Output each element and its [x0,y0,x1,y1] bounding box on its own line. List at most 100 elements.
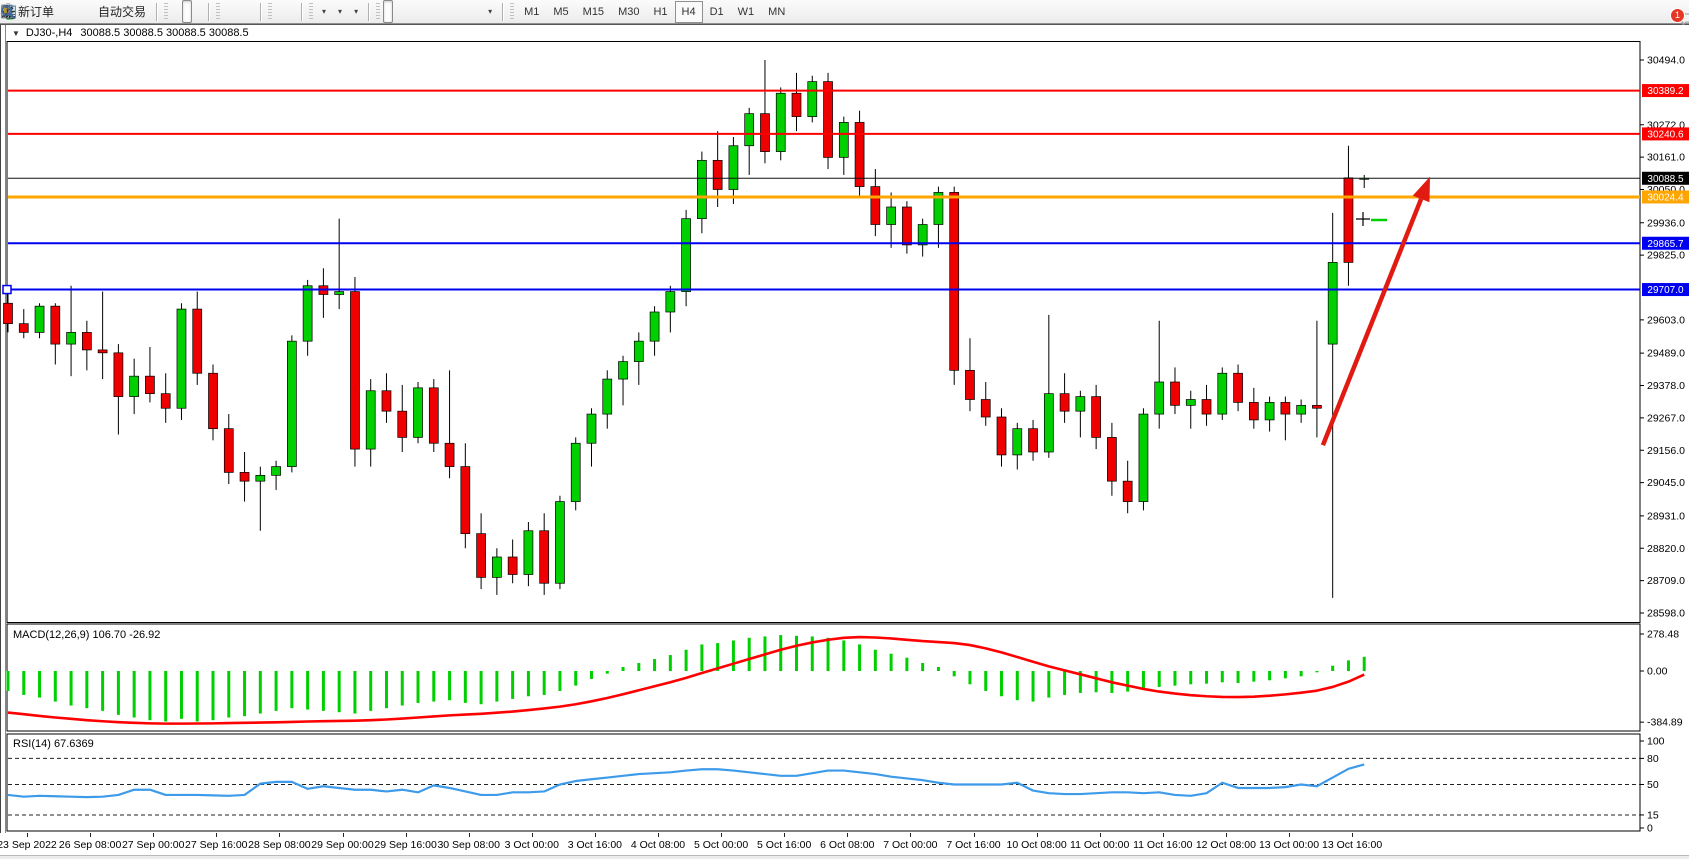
price-badge-label: 30088.5 [1647,174,1684,185]
rsi-scale-label: 100 [1647,736,1665,748]
price-tick-label: 30494.0 [1647,55,1685,67]
bar-chart-button[interactable] [1,0,181,23]
zoom-out-button[interactable] [1,0,244,23]
time-label: 23 Sep 2022 [0,839,57,851]
time-tick [1289,833,1290,837]
cursor-button[interactable] [5,0,394,23]
time-label: 11 Oct 16:00 [1133,839,1193,851]
candle-body [1075,396,1086,412]
periods-button[interactable]: ▾ [1,0,347,23]
candle-body [1122,480,1133,502]
hline-handle[interactable] [2,284,12,295]
arrows-button[interactable]: ▾ [2,0,497,23]
price-tick-label: 29045.0 [1647,477,1685,489]
auto-trading-button[interactable]: 自动交易 [1,0,151,23]
time-label: 10 Oct 08:00 [1006,839,1067,851]
candle-body [81,332,92,351]
text-label-button[interactable]: T [1,0,481,23]
svg-text:A: A [3,4,12,19]
equidistant-channel-button[interactable]: E [0,0,448,23]
candle-body [444,442,455,467]
candle-body [1280,402,1291,415]
periods-caret-icon: ▾ [338,7,343,16]
time-tick [1352,833,1354,837]
timeframe-button-M5[interactable]: M5 [553,5,569,18]
time-tick [531,833,533,837]
tile-windows-button[interactable] [1,0,255,23]
price-badge [1642,283,1689,297]
rsi-scale-label: 50 [1647,779,1659,791]
rsi-scale-label: 0 [1647,823,1653,834]
price-badge-label: 30389.2 [1647,86,1684,97]
rsi-indicator-pane[interactable]: RSI(14) 67.6369 100 80 50 15 0 [0,733,1689,833]
search-icon[interactable] [0,4,16,20]
time-axis[interactable]: 23 Sep 2022 26 Sep 08:00 27 Sep 00:00 27 Se… [0,833,1689,859]
auto-scroll-button[interactable] [1,0,285,23]
time-tick [910,833,912,837]
window-left-edge [0,25,1,853]
price-tick-label: 28598.0 [1647,608,1685,620]
macd-label: MACD(12,26,9) 106.70 -26.92 [13,629,160,641]
macd-scale-label: -384.89 [1647,717,1683,729]
text-icon: A [3,4,12,19]
chart-shift-button[interactable] [1,0,296,23]
candle-body [1185,399,1196,406]
candle-body [113,352,124,397]
candle-body [823,81,833,158]
horizontal-line-button[interactable] [1,0,426,23]
candle-body [208,372,218,430]
timeframe-button-M1[interactable]: M1 [524,5,540,18]
indicators-button[interactable]: ▾ [1,0,331,23]
candle-body [1327,262,1338,345]
trend-arrow-line[interactable] [1320,198,1424,447]
candle-body [1091,396,1101,438]
templates-button[interactable]: ▾ [1,0,363,23]
candle-body [775,92,786,152]
fibonacci-button[interactable]: F [1,0,459,23]
candle-body [523,530,534,575]
timeframe-button-D1[interactable]: D1 [709,5,724,18]
candle-body [1170,381,1180,406]
candle-body [129,375,140,397]
timeframe-button-H4[interactable]: H4 [674,0,703,23]
candle-body [476,533,486,578]
candle-body [176,308,187,409]
time-tick [1225,833,1227,837]
vertical-line-button[interactable] [5,0,415,23]
candlestick-chart-button[interactable] [2,0,193,23]
text-button[interactable]: A [3,0,470,23]
timeframe-button-H1[interactable]: H1 [653,5,668,18]
price-badge [1642,171,1689,185]
favorites-button[interactable] [1,0,70,23]
timeframe-button-W1[interactable]: W1 [737,5,755,18]
trendline-button[interactable] [1,0,437,23]
candle-body [428,387,439,444]
macd-scale-label: 278.48 [1647,628,1679,640]
candle-body [1043,393,1054,453]
candle-body [255,474,266,482]
timeframe-button-MN[interactable]: MN [768,5,786,18]
chart-menu-arrow-icon[interactable]: ▼ [12,28,20,38]
trend-arrow-head[interactable] [1412,176,1430,203]
candle-body [1107,437,1117,482]
signals-button[interactable] [1,0,92,23]
rsi-label: RSI(14) 67.6369 [13,738,94,750]
auto-trading-label: 自动交易 [98,5,147,19]
candle-body [302,285,313,342]
main-price-chart[interactable]: 30494.030272.030161.030050.029936.029825… [0,41,1689,623]
crosshair-button[interactable] [1,0,404,23]
price-tick-label: 29156.0 [1647,445,1685,457]
candle-body [1312,404,1322,409]
price-tick-label: 29603.0 [1647,314,1685,326]
price-badge-label: 30240.6 [1647,129,1684,140]
candle-body [223,428,234,473]
new-order-button[interactable]: 新订单 [1,0,59,23]
community-button[interactable] [2,0,81,23]
candle-body [1217,372,1228,415]
macd-indicator-pane[interactable]: MACD(12,26,9) 106.70 -26.92 278.48 0.00 -38… [0,623,1689,733]
timeframe-button-M30[interactable]: M30 [618,5,640,18]
timeframe-button-M15[interactable]: M15 [582,5,605,18]
line-chart-button[interactable] [1,0,203,23]
time-label: 5 Oct 00:00 [693,839,749,851]
zoom-in-button[interactable] [1,0,233,23]
